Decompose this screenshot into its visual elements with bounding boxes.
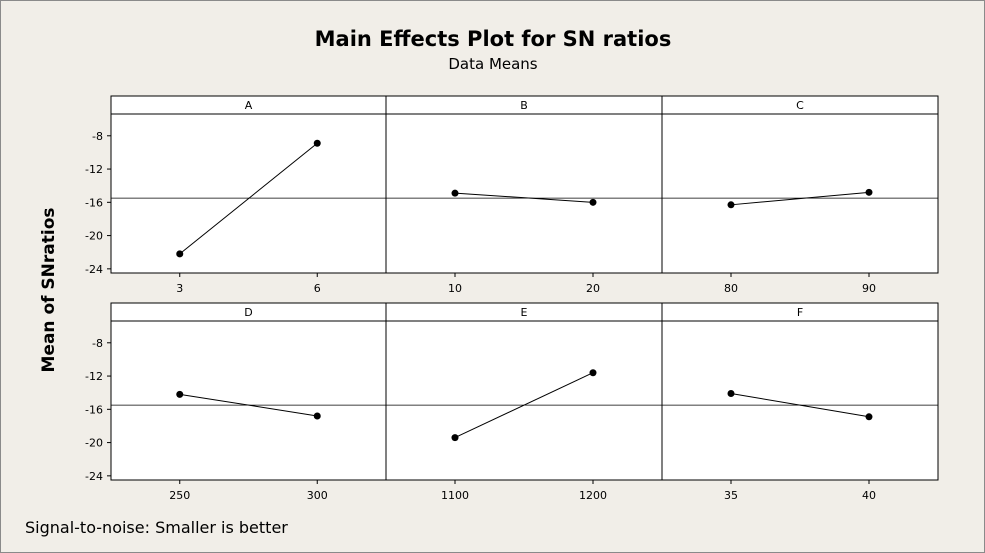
x-tick-label: 1200 bbox=[579, 489, 607, 502]
y-tick-label: -16 bbox=[85, 403, 103, 416]
panel-a bbox=[110, 95, 387, 274]
x-tick-label: 40 bbox=[862, 489, 876, 502]
y-tick-label: -20 bbox=[85, 437, 103, 450]
y-tick-label: -12 bbox=[85, 163, 103, 176]
panel-b bbox=[385, 95, 663, 274]
data-point-a-1 bbox=[176, 250, 184, 258]
data-point-f-1 bbox=[727, 390, 735, 398]
footer-note: Signal-to-noise: Smaller is better bbox=[25, 518, 288, 537]
data-point-f-2 bbox=[865, 413, 873, 421]
y-tick-label: -8 bbox=[92, 337, 103, 350]
x-tick-label: 250 bbox=[169, 489, 190, 502]
data-point-e-1 bbox=[451, 434, 459, 442]
x-tick-label: 6 bbox=[314, 282, 321, 295]
panel-label-c: C bbox=[796, 99, 804, 112]
panel-label-a: A bbox=[245, 99, 253, 112]
data-point-b-2 bbox=[589, 198, 597, 206]
panel-f bbox=[661, 302, 939, 481]
y-tick-label: -16 bbox=[85, 196, 103, 209]
x-tick-label: 80 bbox=[724, 282, 738, 295]
x-tick-label: 90 bbox=[862, 282, 876, 295]
y-tick-label: -24 bbox=[85, 470, 103, 483]
data-point-c-1 bbox=[727, 201, 735, 209]
data-point-b-1 bbox=[451, 189, 459, 197]
data-point-a-2 bbox=[313, 139, 321, 147]
x-tick-label: 3 bbox=[176, 282, 183, 295]
data-point-d-2 bbox=[313, 412, 321, 420]
panel-e bbox=[385, 302, 663, 481]
y-tick-label: -24 bbox=[85, 263, 103, 276]
effect-line-d bbox=[179, 393, 318, 417]
effect-line-b bbox=[454, 192, 594, 203]
panel-label-b: B bbox=[520, 99, 528, 112]
data-point-c-2 bbox=[865, 188, 873, 196]
effect-line-f bbox=[730, 393, 870, 418]
panel-d bbox=[110, 302, 387, 481]
panel-label-e: E bbox=[521, 306, 528, 319]
panel-label-d: D bbox=[244, 306, 252, 319]
x-tick-label: 10 bbox=[448, 282, 462, 295]
chart-title: Main Effects Plot for SN ratios bbox=[315, 27, 672, 51]
data-point-d-1 bbox=[176, 390, 184, 398]
chart-subtitle: Data Means bbox=[448, 55, 537, 73]
panel-c bbox=[661, 95, 939, 274]
y-tick-label: -20 bbox=[85, 230, 103, 243]
panel-label-f: F bbox=[797, 306, 803, 319]
y-tick-label: -8 bbox=[92, 130, 103, 143]
panels-group: A -8 -12 -16 -20 -24 3 6 B 10 20 C 80 90 D -8 -12 -16 -20 -… bbox=[85, 95, 939, 502]
x-tick-label: 20 bbox=[586, 282, 600, 295]
y-tick-label: -12 bbox=[85, 370, 103, 383]
effect-line-c bbox=[730, 191, 870, 206]
x-tick-label: 300 bbox=[307, 489, 328, 502]
effect-line-a bbox=[179, 142, 318, 255]
effect-line-e bbox=[454, 372, 594, 439]
y-axis-label: Mean of SNratios bbox=[39, 207, 59, 372]
x-tick-label: 35 bbox=[724, 489, 738, 502]
data-point-e-2 bbox=[589, 369, 597, 377]
x-tick-label: 1100 bbox=[441, 489, 469, 502]
